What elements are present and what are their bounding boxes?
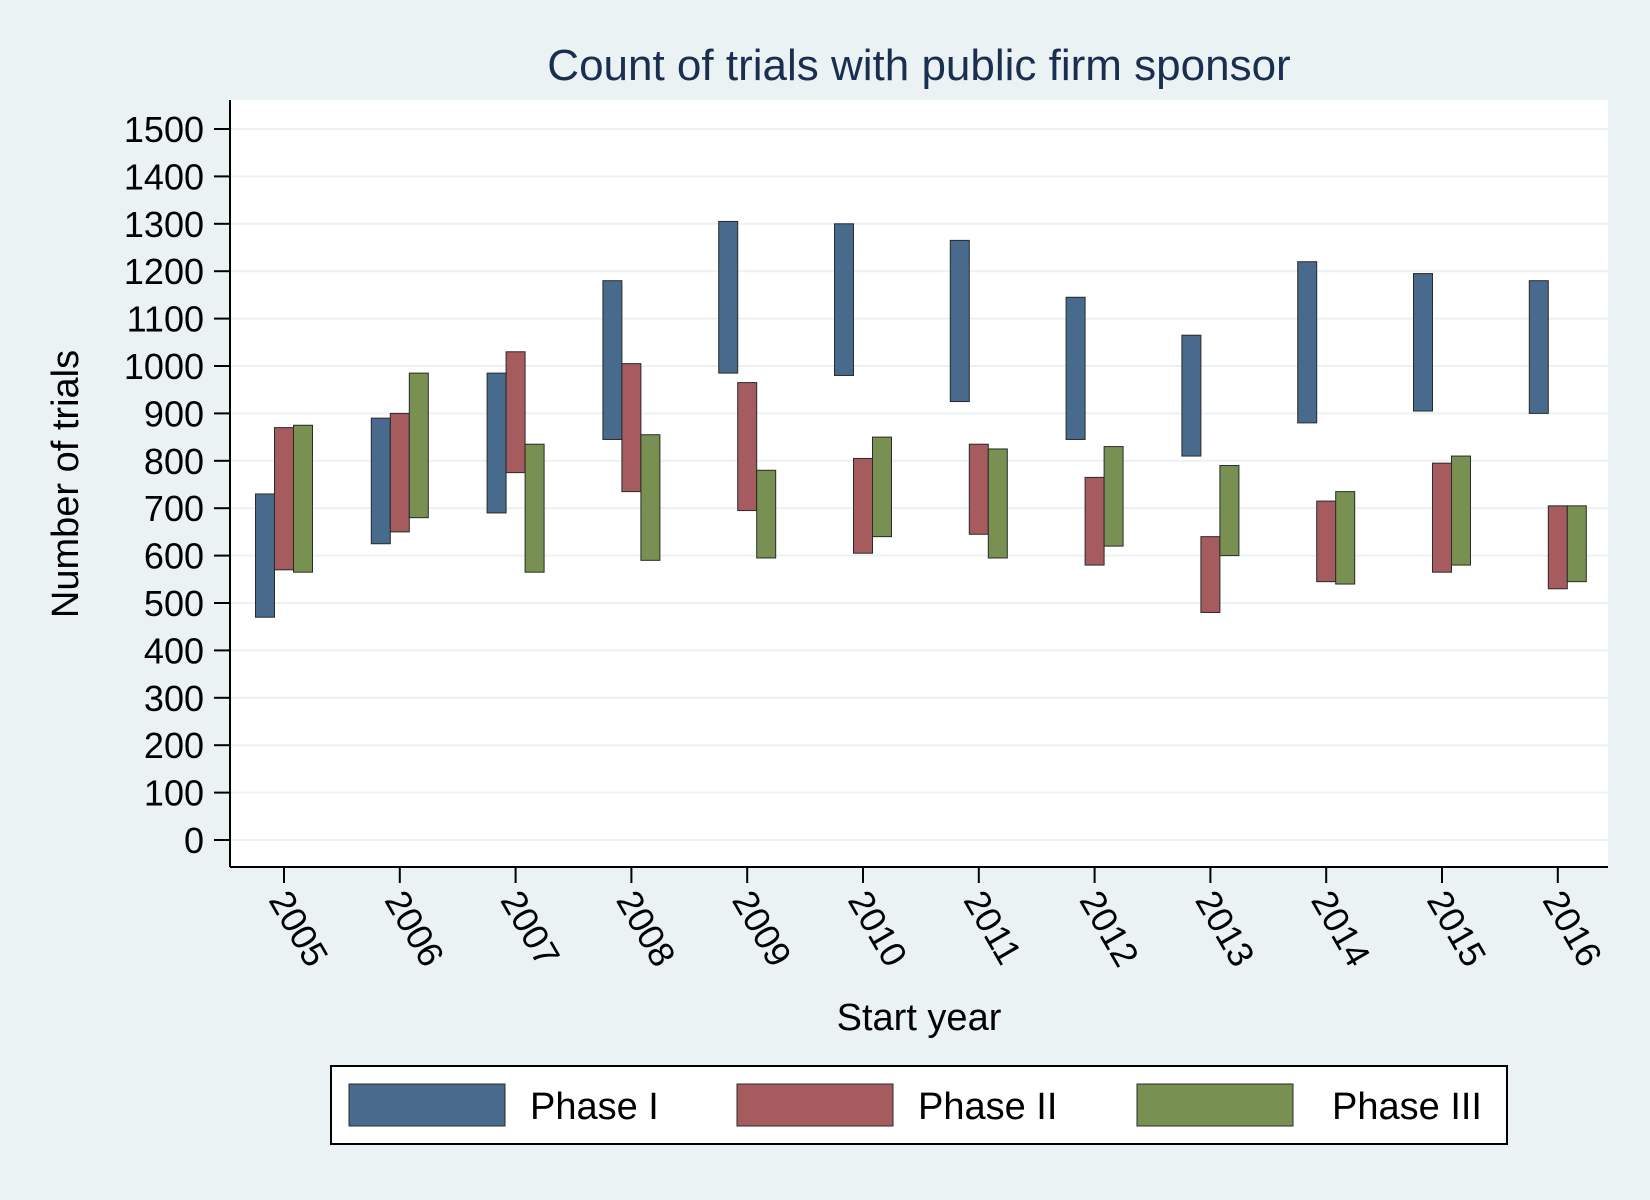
y-tick-label: 400 [144, 630, 204, 671]
bar-phase-i-2015 [1413, 273, 1433, 412]
bar-phase-i-2010 [834, 223, 854, 376]
bar-phase-iii-2006 [408, 372, 429, 519]
y-tick-label: 100 [144, 773, 204, 814]
bar-phase-iii-2011 [987, 448, 1008, 559]
y-tick-label: 800 [144, 441, 204, 482]
bar-phase-i-2007 [486, 372, 507, 514]
legend-swatch [1136, 1083, 1294, 1127]
y-tick-label: 1000 [124, 346, 204, 387]
bar-phase-iii-2013 [1219, 465, 1240, 557]
y-tick-label: 900 [144, 393, 204, 434]
bar-phase-ii-2007 [505, 351, 526, 474]
bar-phase-iii-2015 [1451, 455, 1471, 566]
legend-swatch [736, 1083, 894, 1127]
x-tick-label: 2008 [608, 884, 684, 974]
bar-phase-iii-2008 [640, 434, 661, 561]
legend-box [330, 1065, 1508, 1145]
x-tick-label: 2007 [493, 884, 569, 974]
bar-phase-i-2014 [1297, 261, 1318, 424]
bar-phase-ii-2013 [1200, 536, 1221, 613]
bar-phase-ii-2009 [737, 382, 758, 512]
legend-swatch [348, 1083, 506, 1127]
bar-phase-i-2016 [1528, 280, 1549, 414]
legend: Phase I Phase II Phase III [330, 1065, 1508, 1145]
bar-phase-i-2009 [718, 220, 739, 374]
bars [255, 220, 1587, 618]
y-tick-label: 700 [144, 488, 204, 529]
bar-phase-ii-2014 [1316, 500, 1337, 583]
x-tick-label: 2015 [1419, 884, 1495, 974]
x-tick-label: 2016 [1535, 884, 1611, 974]
y-tick-label: 1400 [124, 156, 204, 197]
bar-phase-ii-2006 [389, 412, 410, 533]
y-tick-label: 300 [144, 678, 204, 719]
y-tick-label: 600 [144, 536, 204, 577]
y-tick-label: 0 [184, 820, 204, 861]
plot-area [230, 100, 1608, 867]
gridlines [230, 128, 1608, 841]
bar-phase-i-2006 [370, 417, 391, 545]
legend-label: Phase III [1332, 1086, 1482, 1128]
chart-title: Count of trials with public firm sponsor [547, 41, 1290, 90]
y-tick-label: 200 [144, 725, 204, 766]
bar-phase-iii-2016 [1566, 505, 1587, 583]
y-tick-label: 500 [144, 583, 204, 624]
x-tick-label: 2006 [377, 884, 453, 974]
bar-phase-iii-2014 [1335, 491, 1356, 585]
y-tick-label: 1100 [127, 299, 204, 340]
y-axis-label: Number of trials [45, 350, 87, 618]
bar-phase-i-2008 [602, 280, 623, 440]
x-tick-label: 2009 [724, 884, 800, 974]
legend-label: Phase II [918, 1086, 1057, 1128]
legend-label: Phase I [530, 1086, 659, 1128]
bar-phase-ii-2012 [1084, 476, 1105, 566]
x-tick-label: 2010 [840, 884, 916, 974]
bar-phase-iii-2010 [872, 436, 892, 538]
bar-phase-ii-2005 [274, 427, 294, 571]
y-tick-label: 1300 [124, 204, 204, 245]
bar-phase-ii-2010 [853, 457, 873, 554]
y-axis-ticks: 0 100 200 300 400 500 600 700 800 900 1000 1100 1200… [124, 109, 230, 861]
bar-phase-ii-2008 [621, 363, 642, 493]
x-tick-label: 2013 [1187, 884, 1263, 974]
bar-phase-ii-2016 [1547, 505, 1568, 590]
bar-phase-iii-2005 [293, 424, 313, 573]
bar-phase-i-2011 [949, 239, 970, 403]
x-tick-label: 2011 [956, 884, 1030, 972]
bar-phase-iii-2012 [1103, 446, 1124, 547]
bar-phase-i-2013 [1181, 334, 1202, 457]
x-tick-label: 2014 [1303, 884, 1379, 974]
x-tick-label: 2012 [1072, 884, 1148, 974]
x-axis-ticks: 2005 2006 2007 2008 2009 2010 2011 2012 2013 2014… [261, 867, 1610, 973]
bar-phase-ii-2015 [1432, 462, 1452, 573]
bar-phase-i-2012 [1065, 296, 1086, 440]
bar-phase-iii-2007 [524, 443, 545, 573]
y-tick-label: 1500 [124, 109, 204, 150]
bar-phase-i-2005 [255, 493, 275, 618]
bar-phase-iii-2009 [756, 469, 777, 559]
x-axis-label: Start year [837, 997, 1002, 1039]
y-tick-label: 1200 [124, 251, 204, 292]
x-tick-label: 2005 [261, 884, 337, 974]
bar-phase-ii-2011 [968, 443, 989, 535]
